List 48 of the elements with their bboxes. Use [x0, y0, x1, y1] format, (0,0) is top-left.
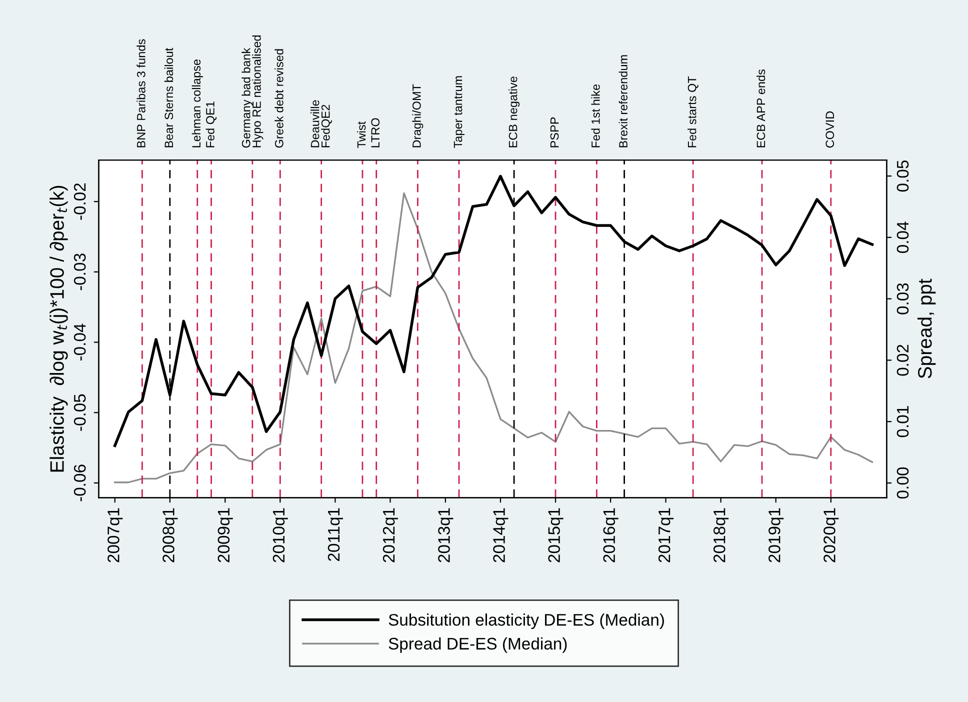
- x-tick-label: 2009q1: [218, 508, 233, 562]
- ref-line-label: Fed QE1: [206, 102, 217, 148]
- ref-line-label: Twist: [356, 121, 366, 148]
- y2-tick-label: 0.04: [896, 222, 909, 253]
- ref-line-label: Deauville FedQE2: [310, 100, 332, 148]
- ref-line-label: LTRO: [371, 118, 380, 148]
- y2-tick-label: 0.01: [896, 406, 909, 438]
- x-tick-label: 2011q1: [328, 508, 343, 561]
- legend-label: Spread DE-ES (Median): [388, 637, 567, 653]
- y-tick-label: -0.02: [74, 183, 86, 220]
- y-axis-title: Elasticity ∂log w$_{t}$(j)*100 / ∂per$_{t}$(k): [50, 186, 68, 472]
- y-tick-label: -0.04: [74, 324, 86, 361]
- y2-axis-title: Spread, ppt: [918, 278, 936, 378]
- ref-line-label: Brexit referendum: [618, 55, 628, 148]
- x-tick-label: 2008q1: [162, 508, 178, 562]
- ref-line-label: Fed 1st hike: [591, 84, 600, 148]
- legend-label: Subsitution elasticity DE-ES (Median): [388, 614, 664, 630]
- ref-line-label: PSPP: [550, 117, 559, 148]
- y2-tick-label: 0.02: [896, 344, 909, 376]
- y-tick-label: -0.05: [74, 394, 86, 431]
- x-tick-label: 2020q1: [824, 508, 839, 562]
- line-series: [114, 192, 874, 484]
- x-tick-label: 2013q1: [438, 508, 454, 562]
- x-tick-label: 2015q1: [548, 508, 564, 562]
- y2-tick-label: 0.03: [896, 283, 909, 314]
- x-tick-label: 2016q1: [603, 508, 618, 562]
- x-tick-label: 2018q1: [713, 508, 729, 562]
- x-tick-label: 2007q1: [108, 508, 123, 562]
- y2-tick-label: 0.05: [896, 160, 909, 192]
- ref-line-label: Bear Sterns bailout: [164, 48, 174, 148]
- x-tick-label: 2017q1: [658, 508, 674, 562]
- y-tick-label: -0.06: [74, 464, 86, 502]
- y-tick-label: -0.03: [74, 254, 86, 290]
- x-tick-label: 2014q1: [493, 508, 508, 562]
- ref-line-label: BNP Paribas 3 funds: [136, 39, 146, 148]
- ref-line-label: Lehman collapse: [192, 60, 203, 148]
- ref-line-label: Taper tantrum: [454, 76, 465, 148]
- ref-line-label: Greek debt revised: [274, 49, 284, 148]
- x-tick-label: 2012q1: [382, 508, 398, 562]
- x-tick-label: 2010q1: [272, 508, 288, 562]
- x-tick-label: 2019q1: [768, 508, 784, 562]
- ref-line-label: ECB APP ends: [756, 69, 766, 148]
- ref-line-label: Germany bad bank Hypo RE nationalised: [242, 35, 264, 148]
- ref-line-label: Draghi/OMT: [412, 84, 424, 148]
- ref-line-label: ECB negative: [508, 76, 520, 148]
- ref-line-label: Fed starts QT: [688, 76, 698, 148]
- ref-line-label: COVID: [826, 111, 834, 148]
- y2-tick-label: 0.00: [896, 467, 909, 499]
